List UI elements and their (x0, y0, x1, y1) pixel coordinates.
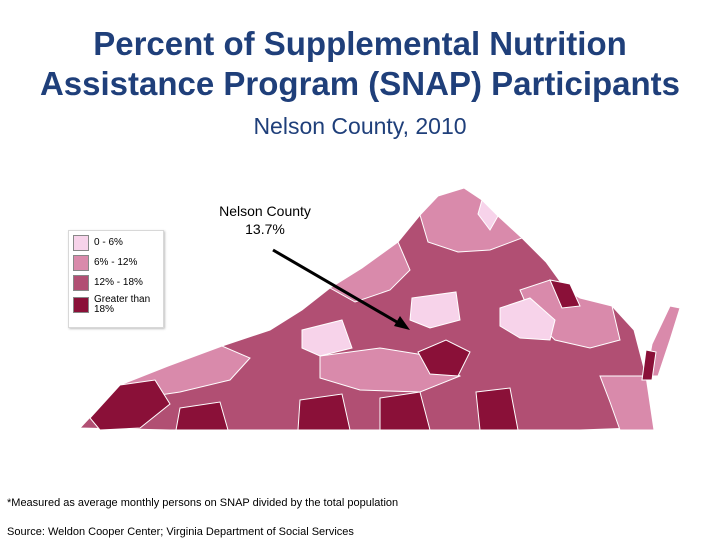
callout-arrow (272, 248, 403, 327)
region-sw-2 (175, 401, 229, 431)
legend-item: 0 - 6% (73, 235, 159, 251)
legend-label: 12% - 18% (94, 277, 143, 288)
footnote: *Measured as average monthly persons on … (7, 497, 399, 509)
legend-swatch (73, 235, 89, 251)
region-northern-virginia (477, 199, 499, 231)
region-central-light (409, 291, 461, 329)
title-line-2: Assistance Program (SNAP) Participants (39, 65, 681, 102)
title-line-1: Percent of Supplemental Nutrition (93, 25, 627, 62)
virginia-map (80, 187, 680, 431)
callout-county: Nelson County (219, 203, 311, 219)
region-southeast (599, 375, 655, 431)
legend-item: 6% - 12% (73, 255, 159, 271)
region-north-band (419, 187, 523, 253)
region-southside-2 (475, 387, 519, 431)
legend-swatch (73, 275, 89, 291)
legend-item: 12% - 18% (73, 275, 159, 291)
region-eastern-shore-south (641, 349, 657, 381)
subtitle: Nelson County, 2010 (253, 113, 467, 139)
region-southside-1 (379, 391, 431, 431)
legend-swatch (73, 255, 89, 271)
legend-label: Greater than 18% (94, 294, 151, 315)
legend-label: 6% - 12% (94, 257, 138, 268)
region-richmond-suburbs (499, 297, 556, 341)
page-title: Percent of Supplemental Nutrition Assist… (0, 24, 720, 104)
legend-swatch (73, 297, 89, 313)
nelson-callout: Nelson County 13.7% (195, 202, 335, 238)
region-nelson-county (417, 339, 471, 377)
region-west-light (301, 319, 353, 357)
region-far-southwest (89, 379, 171, 431)
legend-item: Greater than 18% (73, 295, 159, 315)
region-southside-3 (297, 393, 351, 431)
source-note: Source: Weldon Cooper Center; Virginia D… (7, 526, 354, 538)
callout-value: 13.7% (245, 221, 285, 237)
map-legend: 0 - 6% 6% - 12% 12% - 18% Greater than 1… (68, 230, 164, 328)
region-northern-neck (549, 279, 581, 309)
region-valley (329, 241, 411, 303)
callout-arrowhead (394, 316, 410, 330)
legend-label: 0 - 6% (94, 237, 123, 248)
